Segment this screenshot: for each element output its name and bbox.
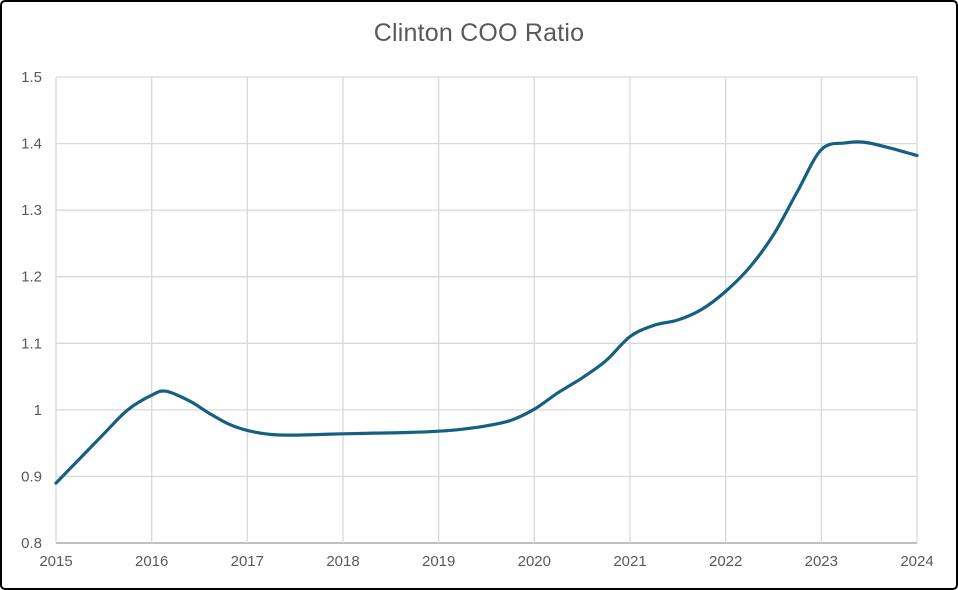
x-tick-label: 2023 bbox=[805, 553, 838, 570]
x-tick-label: 2015 bbox=[39, 553, 72, 570]
y-tick-label: 1 bbox=[34, 402, 42, 419]
x-tick-label: 2019 bbox=[422, 553, 455, 570]
y-tick-label: 1.2 bbox=[21, 269, 42, 286]
y-tick-label: 0.8 bbox=[21, 535, 42, 552]
x-tick-label: 2022 bbox=[709, 553, 742, 570]
chart-title: Clinton COO Ratio bbox=[373, 19, 585, 47]
y-tick-label: 1.1 bbox=[21, 335, 42, 352]
x-tick-label: 2018 bbox=[326, 553, 359, 570]
x-tick-label: 2016 bbox=[135, 553, 168, 570]
x-tick-label: 2020 bbox=[518, 553, 551, 570]
y-tick-label: 0.9 bbox=[21, 468, 42, 485]
y-tick-label: 1.5 bbox=[21, 69, 42, 86]
y-tick-label: 1.3 bbox=[21, 202, 42, 219]
x-tick-label: 2021 bbox=[613, 553, 646, 570]
x-tick-label: 2017 bbox=[231, 553, 264, 570]
y-tick-label: 1.4 bbox=[21, 136, 42, 153]
series-line bbox=[54, 140, 919, 485]
x-tick-label: 2024 bbox=[900, 553, 933, 570]
